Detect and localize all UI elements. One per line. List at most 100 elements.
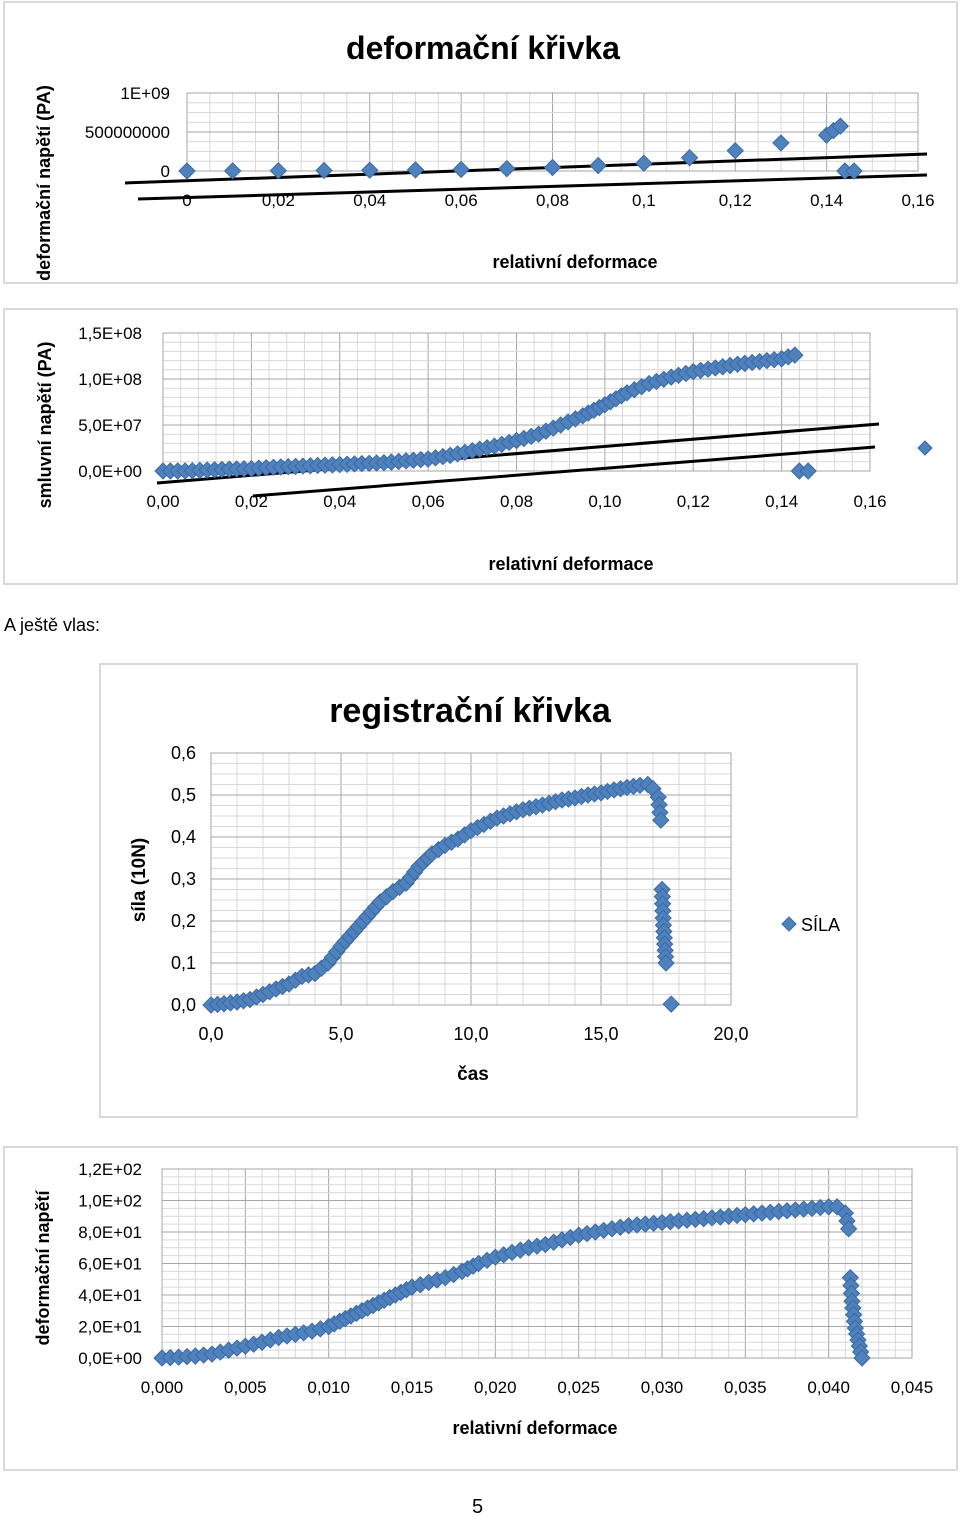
x-tick-label: 0,005	[224, 1378, 267, 1397]
data-point	[917, 440, 933, 456]
x-tick-label: 0,0	[198, 1024, 223, 1044]
x-tick-label: 0,12	[677, 492, 710, 511]
annotation-line	[124, 152, 928, 185]
x-tick-label: 5,0	[328, 1024, 353, 1044]
data-point	[662, 995, 680, 1013]
x-tick-label: 0,045	[891, 1378, 934, 1397]
data-point	[223, 162, 242, 180]
chart-3: 0,0 5,0 10,0 15,0 20,0 0,0 0,1 0,2 0,3 0,4 0,5 0,6 r…	[129, 692, 840, 1085]
y-axis-label: síla (10N)	[129, 838, 150, 922]
data-point	[589, 156, 607, 175]
data-point	[452, 160, 470, 179]
data-point	[831, 117, 850, 135]
x-tick-label: 0	[182, 191, 191, 210]
data-point	[786, 346, 804, 364]
x-tick-label: 0,015	[391, 1378, 434, 1397]
chart-title: deformační křivka	[346, 30, 620, 66]
annotation-line	[137, 173, 928, 201]
x-tick-label: 20,0	[713, 1024, 748, 1044]
data-point	[498, 159, 516, 178]
page-number: 5	[472, 1496, 484, 1518]
legend-label: SÍLA	[801, 915, 840, 935]
y-tick-label: 0,0E+00	[78, 1349, 142, 1368]
x-tick-label: 0,14	[810, 191, 843, 210]
x-tick-label: 0,040	[807, 1378, 850, 1397]
gridlines	[161, 1168, 913, 1359]
chart-frame-4: 0,000 0,005 0,010 0,015 0,020 0,025 0,030 0,035…	[3, 1146, 958, 1471]
y-tick-label: 500000000	[85, 123, 170, 142]
data-point	[269, 161, 288, 180]
data-point	[772, 134, 790, 152]
data-point	[657, 954, 675, 972]
y-tick-label: 1E+09	[120, 84, 170, 103]
chart-2: 0,00 0,02 0,04 0,06 0,08 0,10 0,12 0,14 0,160,0E…	[35, 324, 933, 574]
chart-1: 0 0,02 0,04 0,06 0,08 0,1 0,12 0,14 0,1605000000…	[34, 30, 935, 281]
gridlines	[162, 332, 871, 472]
data-point	[726, 142, 744, 160]
y-tick-label: 0,6	[171, 743, 196, 763]
x-tick-label: 0,12	[719, 191, 752, 210]
y-tick-label: 8,0E+01	[78, 1223, 142, 1242]
y-tick-label: 0	[161, 162, 170, 181]
data-point	[635, 154, 653, 172]
x-tick-label: 0,1	[632, 191, 656, 210]
y-tick-label: 0,3	[171, 869, 196, 889]
chart-frame-2: 0,00 0,02 0,04 0,06 0,08 0,10 0,12 0,14 0,16 0,0E…	[3, 308, 958, 585]
x-tick-label: 0,04	[353, 191, 386, 210]
data-point	[406, 161, 425, 179]
x-tick-label: 0,020	[474, 1378, 517, 1397]
y-tick-label: 0,0E+00	[78, 462, 142, 481]
y-tick-label: 0,0	[171, 995, 196, 1015]
y-tick-label: 2,0E+01	[78, 1318, 142, 1337]
x-tick-label: 0,10	[588, 492, 621, 511]
series-points	[178, 117, 863, 180]
x-tick-label: 0,04	[323, 492, 356, 511]
x-tick-label: 0,16	[853, 492, 886, 511]
data-point	[652, 811, 670, 829]
data-point	[845, 162, 863, 180]
x-tick-label: 15,0	[583, 1024, 618, 1044]
y-tick-label: 0,1	[171, 953, 196, 973]
chart-title: registrační křivka	[329, 692, 612, 730]
y-axis-label: deformační napětí (PA)	[34, 85, 54, 281]
caption-text: A ještě vlas:	[4, 615, 101, 635]
y-tick-label: 4,0E+01	[78, 1286, 142, 1305]
series-points	[154, 346, 817, 480]
gridlines	[210, 752, 732, 1006]
x-tick-label: 0,16	[901, 191, 934, 210]
y-tick-label: 0,5	[171, 785, 196, 805]
y-tick-label: 5,0E+07	[78, 416, 142, 435]
data-point	[178, 162, 196, 180]
y-tick-label: 6,0E+01	[78, 1255, 142, 1274]
y-axis-label: smluvní napětí (PA)	[35, 342, 55, 509]
y-tick-label: 1,0E+08	[78, 370, 142, 389]
plot-area	[162, 332, 871, 472]
x-tick-label: 0,08	[536, 191, 569, 210]
x-tick-label: 0,030	[641, 1378, 684, 1397]
y-tick-label: 1,2E+02	[78, 1160, 142, 1179]
x-tick-label: 0,025	[557, 1378, 600, 1397]
y-tick-label: 1,0E+02	[78, 1192, 142, 1211]
plot-area	[210, 752, 732, 1006]
data-point	[853, 1349, 871, 1367]
data-point	[361, 161, 379, 179]
chart-4: 0,000 0,005 0,010 0,015 0,020 0,025 0,030 0,035…	[33, 1160, 934, 1438]
y-axis-label: deformační napětí	[33, 1189, 53, 1345]
data-point	[315, 161, 333, 180]
annotation-line	[156, 422, 880, 485]
annotation-line	[252, 445, 876, 498]
plot-area	[161, 1168, 913, 1359]
x-tick-label: 0,000	[141, 1378, 184, 1397]
x-tick-label: 0,035	[724, 1378, 767, 1397]
x-tick-label: 0,06	[412, 492, 445, 511]
data-point	[543, 158, 562, 177]
x-axis-label: čas	[457, 1064, 489, 1085]
x-tick-label: 0,00	[146, 492, 179, 511]
y-tick-label: 0,2	[171, 911, 196, 931]
y-tick-label: 0,4	[171, 827, 196, 847]
data-point	[799, 462, 817, 480]
series-points	[153, 1198, 871, 1367]
y-tick-label: 1,5E+08	[78, 324, 142, 343]
data-point	[781, 916, 797, 932]
x-tick-label: 0,06	[445, 191, 478, 210]
